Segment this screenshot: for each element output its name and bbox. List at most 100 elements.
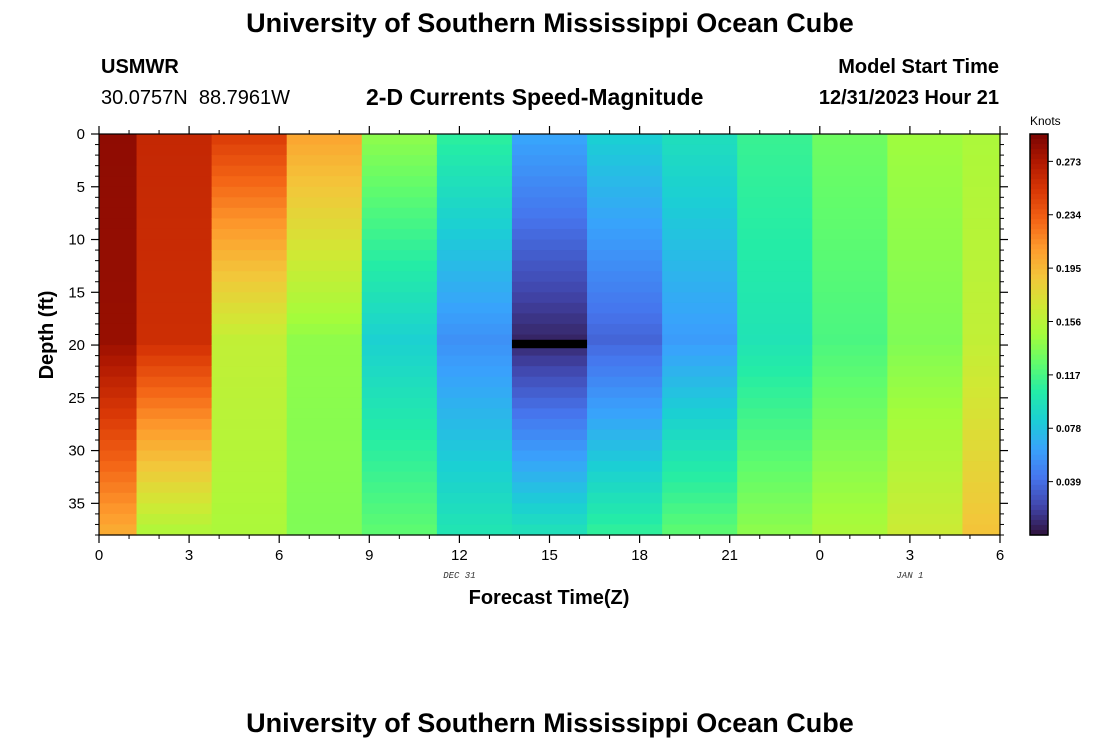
colorbar-segment <box>1030 364 1048 371</box>
heatmap-cell <box>99 239 138 251</box>
heatmap-cell <box>962 513 1001 526</box>
heatmap-cell <box>99 387 138 399</box>
heatmap-cell <box>361 408 438 420</box>
colorbar-segment <box>1030 144 1048 150</box>
heatmap-cell <box>136 482 213 494</box>
heatmap-cell <box>587 397 663 409</box>
heatmap-cell <box>211 345 288 357</box>
heatmap-cell <box>737 250 813 262</box>
heatmap-cell <box>136 461 213 473</box>
heatmap-cell <box>361 513 438 526</box>
heatmap-cell <box>211 302 288 314</box>
heatmap-cell <box>662 461 738 473</box>
x-tick-label: 21 <box>721 547 738 564</box>
heatmap-cell <box>286 239 363 251</box>
colorbar-segment <box>1030 289 1048 295</box>
heatmap-cell <box>662 144 738 156</box>
heatmap-cell <box>211 397 288 409</box>
heatmap-cell <box>286 440 363 452</box>
colorbar-segment <box>1030 439 1048 446</box>
heatmap-cell <box>361 207 438 220</box>
heatmap-cell <box>662 323 738 336</box>
y-tick-label: 5 <box>77 179 85 196</box>
heatmap-cell <box>812 387 888 399</box>
heatmap-cell <box>812 250 888 262</box>
heatmap-cell <box>436 450 513 462</box>
heatmap-cell <box>812 366 888 378</box>
heatmap-cell <box>286 524 363 536</box>
heatmap-cell <box>436 155 513 167</box>
heatmap-cell <box>361 186 438 198</box>
heatmap-cell <box>662 165 738 177</box>
heatmap-cell <box>99 271 138 283</box>
heatmap-cell <box>887 228 964 241</box>
heatmap-cell <box>361 376 438 388</box>
heatmap-cell <box>587 134 663 146</box>
heatmap-cell <box>587 376 663 388</box>
heatmap-cell <box>511 450 588 462</box>
footer-title: University of Southern Mississippi Ocean… <box>246 708 854 738</box>
x-tick-label: 0 <box>95 547 103 564</box>
colorbar-segment <box>1030 459 1048 466</box>
heatmap-cell <box>361 176 438 188</box>
heatmap-cell <box>286 323 363 336</box>
heatmap-cell <box>99 471 138 483</box>
colorbar-segment <box>1030 164 1048 170</box>
heatmap-cell <box>587 524 663 536</box>
axis-ticks: 0 3 6 9 12 15 18 21 0 3 6 DEC 31 JAN 1 0 5 10 15 20 25 30 35 <box>68 126 1008 581</box>
heatmap-cell <box>812 313 888 325</box>
heatmap-cell <box>662 440 738 452</box>
heatmap-cell <box>662 387 738 399</box>
heatmap-cell <box>962 250 1001 262</box>
heatmap-cell <box>662 355 738 367</box>
heatmap-cell <box>286 461 363 473</box>
heatmap-cell <box>99 144 138 156</box>
heatmap-cell <box>99 345 138 357</box>
heatmap-cell <box>136 524 213 536</box>
heatmap-cell <box>436 418 513 431</box>
heatmap-cell <box>887 239 964 251</box>
heatmap-cell <box>662 471 738 483</box>
heatmap-cell <box>587 334 663 346</box>
heatmap-cell <box>887 429 964 441</box>
heatmap-cell <box>136 355 213 367</box>
heatmap-cell <box>887 207 964 220</box>
heatmap-cell <box>511 281 588 293</box>
heatmap-cell <box>211 228 288 241</box>
heatmap-cell <box>737 471 813 483</box>
heatmap-cell <box>737 176 813 188</box>
heatmap-cell <box>99 524 138 536</box>
heatmap-cell <box>436 366 513 378</box>
heatmap-cell <box>361 503 438 515</box>
heatmap-cell <box>511 228 588 241</box>
heatmap-cell <box>99 313 138 325</box>
colorbar-segment <box>1030 294 1048 301</box>
heatmap-cell <box>662 250 738 262</box>
heatmap-cell <box>136 281 213 293</box>
x-axis-label: Forecast Time(Z) <box>469 587 630 609</box>
heatmap-cell <box>511 366 588 378</box>
heatmap-cell <box>887 503 964 515</box>
heatmap-cell <box>436 313 513 325</box>
colorbar-segment <box>1030 384 1048 391</box>
heatmap-cell <box>662 334 738 346</box>
heatmap-cell <box>436 134 513 146</box>
colorbar-segment <box>1030 424 1048 431</box>
heatmap-cell <box>962 176 1001 188</box>
heatmap-cell <box>587 492 663 504</box>
heatmap-cell <box>511 387 588 399</box>
heatmap-cell <box>286 218 363 230</box>
heatmap-cell <box>436 260 513 272</box>
heatmap-cell <box>361 397 438 409</box>
heatmap-cell <box>136 134 213 146</box>
heatmap-cell <box>812 397 888 409</box>
heatmap-cell <box>812 408 888 420</box>
heatmap-cell <box>99 429 138 441</box>
heatmap-cell <box>587 144 663 156</box>
y-tick-label: 10 <box>68 232 85 249</box>
heatmap-cell <box>136 429 213 441</box>
colorbar-segment <box>1030 189 1048 195</box>
heatmap-cell <box>99 513 138 526</box>
heatmap-cell <box>662 207 738 220</box>
heatmap-cell <box>962 186 1001 198</box>
